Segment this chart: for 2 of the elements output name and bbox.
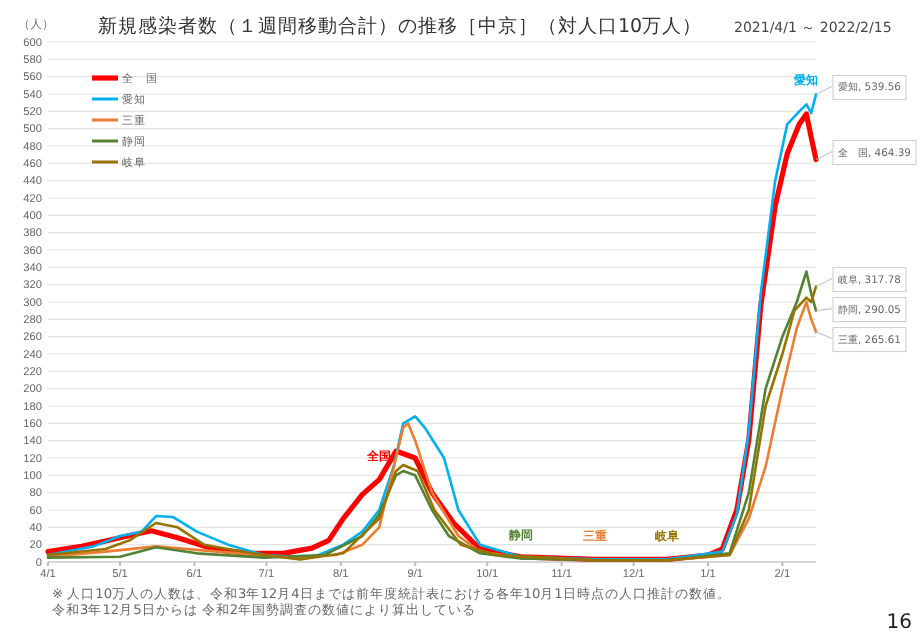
chart-title: 新規感染者数（１週間移動合計）の推移［中京］（対人口10万人） (97, 14, 703, 38)
text: 16 (886, 612, 912, 634)
